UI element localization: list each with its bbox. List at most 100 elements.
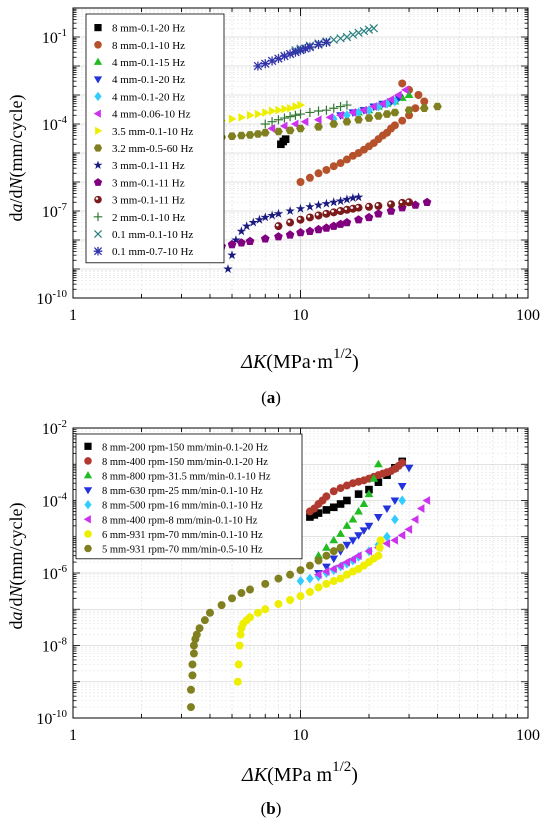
series-0 xyxy=(277,135,290,149)
data-point xyxy=(325,112,334,122)
legend-marker xyxy=(84,530,92,538)
data-point xyxy=(374,513,383,522)
data-point xyxy=(322,563,331,572)
x-tick-label: 100 xyxy=(516,727,540,744)
data-point xyxy=(296,215,305,224)
data-point xyxy=(245,236,255,245)
data-point xyxy=(329,162,338,171)
data-point xyxy=(342,570,351,579)
data-point xyxy=(274,232,283,241)
data-point xyxy=(192,630,201,639)
data-point xyxy=(310,511,319,519)
data-point xyxy=(411,200,420,209)
data-point xyxy=(295,45,306,55)
legend: 8 mm-200 rpm-150 mm/min-0.1-20 Hz 8 mm-40… xyxy=(75,433,303,560)
data-point xyxy=(285,126,295,135)
data-point-highlight xyxy=(298,217,301,220)
data-point xyxy=(329,208,338,217)
data-point xyxy=(329,555,339,564)
data-point xyxy=(305,213,314,222)
data-point xyxy=(189,649,198,658)
data-point xyxy=(329,535,339,544)
data-point xyxy=(404,106,414,114)
legend-label: 5 mm-931 rpm-70 mm/min-0.5-10 Hz xyxy=(102,545,263,556)
data-point xyxy=(410,515,419,524)
data-point xyxy=(404,90,414,99)
panel-label-b: (b) xyxy=(261,799,282,818)
data-point xyxy=(314,583,323,592)
data-point xyxy=(353,192,364,202)
data-point xyxy=(374,478,383,486)
legend-marker xyxy=(83,471,93,479)
series-5 xyxy=(267,85,409,133)
data-point xyxy=(391,514,399,525)
data-point xyxy=(290,119,299,129)
data-point xyxy=(329,564,337,574)
data-point xyxy=(398,458,407,467)
data-point xyxy=(359,527,369,535)
data-point xyxy=(273,54,284,64)
data-point xyxy=(300,43,310,54)
data-point xyxy=(234,660,243,669)
legend-marker xyxy=(84,544,92,553)
legend-label: 3 mm-0.1-11 Hz xyxy=(112,177,185,189)
data-point-highlight xyxy=(323,211,327,215)
data-point xyxy=(246,585,255,594)
data-point xyxy=(260,59,270,69)
data-point xyxy=(342,155,351,164)
data-point xyxy=(286,596,295,604)
data-point xyxy=(186,703,195,712)
data-point xyxy=(321,198,332,208)
data-point xyxy=(314,556,323,565)
data-point xyxy=(401,85,409,95)
y-tick-label: 10-7 xyxy=(42,201,68,221)
data-point xyxy=(314,509,323,517)
data-point xyxy=(348,554,356,564)
data-point xyxy=(329,577,338,586)
data-point xyxy=(354,551,362,561)
data-point xyxy=(227,250,237,260)
legend-label: 8 mm-400 rpm-150 mm/min-0.1-20 Hz xyxy=(102,457,268,468)
data-point xyxy=(383,531,391,542)
data-point xyxy=(342,100,352,110)
data-point xyxy=(281,135,290,143)
data-point xyxy=(237,589,246,598)
data-point xyxy=(364,114,374,122)
data-point xyxy=(414,91,423,99)
data-point xyxy=(354,215,363,224)
legend-label: 4 mm-0.1-20 Hz xyxy=(112,74,185,86)
data-point xyxy=(336,561,344,570)
data-point xyxy=(200,616,209,625)
data-point xyxy=(390,497,400,506)
data-point xyxy=(364,546,373,556)
data-point-highlight xyxy=(344,207,348,210)
data-point xyxy=(286,218,295,227)
data-point xyxy=(375,543,384,552)
legend-marker xyxy=(93,160,103,169)
legend-label: 4 mm-0.1-20 Hz xyxy=(112,91,185,103)
data-point xyxy=(416,504,425,513)
data-point-highlight xyxy=(388,201,392,205)
legend-marker xyxy=(83,487,93,495)
data-point xyxy=(386,95,395,104)
legend-marker xyxy=(93,76,103,84)
data-point xyxy=(188,671,197,680)
data-point xyxy=(267,210,277,220)
legend-box xyxy=(75,433,303,560)
data-point xyxy=(286,570,295,579)
legend-label: 8 mm-800 rpm-31.5 mm/min-0.1-10 Hz xyxy=(102,472,271,483)
data-point xyxy=(260,128,270,137)
data-point xyxy=(305,201,315,211)
data-point xyxy=(422,197,432,206)
data-point xyxy=(322,165,331,174)
data-point xyxy=(322,579,331,588)
data-point xyxy=(398,79,407,88)
data-point xyxy=(390,108,400,117)
data-point xyxy=(237,238,246,247)
legend-marker xyxy=(94,24,102,32)
x-axis-label-a: ΔK(MPa·m1/2) xyxy=(240,346,359,373)
data-point xyxy=(205,608,214,617)
legend-marker xyxy=(84,500,92,510)
data-point xyxy=(186,685,195,694)
